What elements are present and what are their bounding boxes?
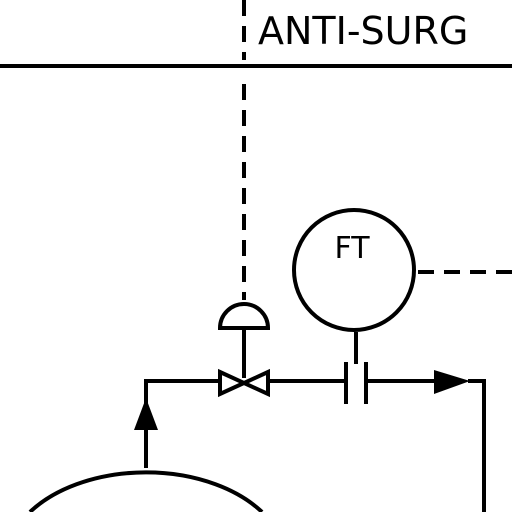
anti-surge-label: ANTI-SURG — [258, 9, 468, 53]
flow-arrow-right-icon — [434, 370, 470, 394]
vessel-icon — [28, 470, 264, 512]
diaphragm-actuator-icon — [217, 302, 271, 378]
flow-transmitter-tag: FT — [334, 231, 370, 266]
flow-transmitter-bubble — [292, 208, 416, 332]
flow-arrow-icon — [134, 398, 158, 430]
orifice-plate-icon — [344, 362, 368, 404]
